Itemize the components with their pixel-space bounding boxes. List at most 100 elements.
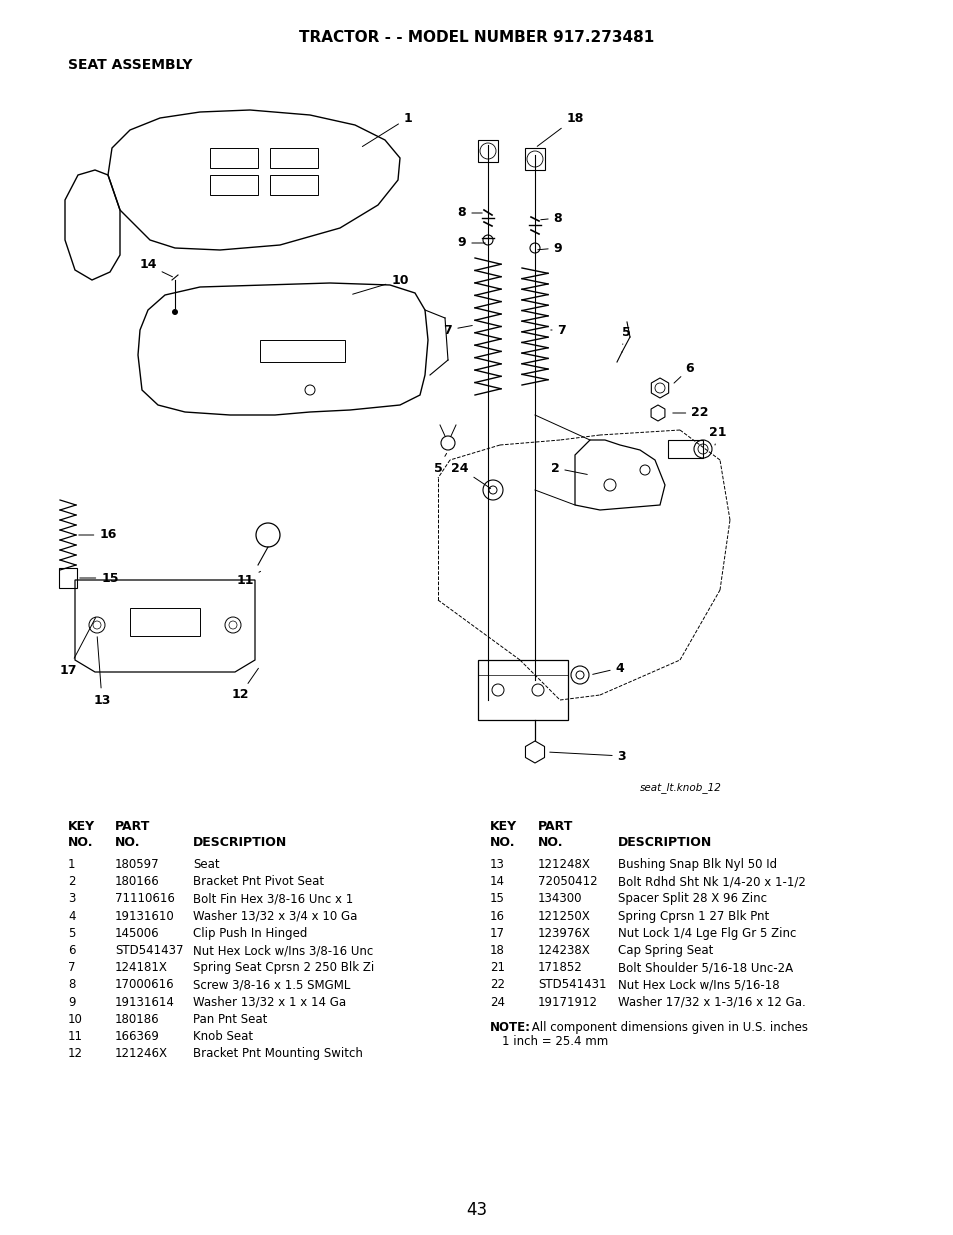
Text: DESCRIPTION: DESCRIPTION: [193, 836, 287, 848]
Text: 121248X: 121248X: [537, 858, 590, 871]
Text: 4: 4: [592, 662, 623, 674]
Text: 124238X: 124238X: [537, 944, 590, 957]
Text: Bushing Snap Blk Nyl 50 Id: Bushing Snap Blk Nyl 50 Id: [618, 858, 777, 871]
Text: NO.: NO.: [68, 836, 93, 848]
Text: 11: 11: [236, 572, 260, 587]
Text: Nut Hex Lock w/Ins 5/16-18: Nut Hex Lock w/Ins 5/16-18: [618, 978, 779, 992]
Text: 19131614: 19131614: [115, 995, 174, 1009]
Text: 19171912: 19171912: [537, 995, 598, 1009]
Text: Seat: Seat: [193, 858, 219, 871]
Text: 12: 12: [231, 668, 258, 701]
Text: Cap Spring Seat: Cap Spring Seat: [618, 944, 713, 957]
Text: Bolt Shoulder 5/16-18 Unc-2A: Bolt Shoulder 5/16-18 Unc-2A: [618, 961, 792, 974]
Circle shape: [172, 309, 178, 315]
Text: 1: 1: [68, 858, 75, 871]
Text: 72050412: 72050412: [537, 876, 597, 888]
Text: 123976X: 123976X: [537, 926, 590, 940]
Text: PART: PART: [537, 820, 573, 832]
Text: 180597: 180597: [115, 858, 159, 871]
Text: NO.: NO.: [115, 836, 140, 848]
Text: 12: 12: [68, 1047, 83, 1060]
Text: 14: 14: [139, 258, 172, 277]
Text: 180166: 180166: [115, 876, 159, 888]
Text: Washer 13/32 x 1 x 14 Ga: Washer 13/32 x 1 x 14 Ga: [193, 995, 346, 1009]
Text: 16: 16: [79, 529, 116, 541]
Text: NO.: NO.: [490, 836, 515, 848]
Text: KEY: KEY: [68, 820, 95, 832]
Text: 5: 5: [68, 926, 75, 940]
Text: 2: 2: [550, 462, 587, 474]
Text: 71110616: 71110616: [115, 893, 174, 905]
Text: 9: 9: [457, 236, 485, 249]
Text: 121250X: 121250X: [537, 910, 590, 923]
Text: NOTE:: NOTE:: [490, 1021, 531, 1034]
Text: 43: 43: [466, 1200, 487, 1219]
Text: Bolt Rdhd Sht Nk 1/4-20 x 1-1/2: Bolt Rdhd Sht Nk 1/4-20 x 1-1/2: [618, 876, 805, 888]
Text: 145006: 145006: [115, 926, 159, 940]
Text: 8: 8: [68, 978, 75, 992]
Text: 9: 9: [68, 995, 75, 1009]
Text: Washer 13/32 x 3/4 x 10 Ga: Washer 13/32 x 3/4 x 10 Ga: [193, 910, 357, 923]
Text: 121246X: 121246X: [115, 1047, 168, 1060]
Text: NO.: NO.: [537, 836, 563, 848]
Text: 166369: 166369: [115, 1030, 160, 1044]
Text: 7: 7: [550, 324, 566, 336]
Text: 9: 9: [537, 242, 561, 254]
Text: 21: 21: [708, 426, 726, 445]
Text: 17: 17: [59, 618, 95, 677]
Text: Pan Pnt Seat: Pan Pnt Seat: [193, 1013, 267, 1026]
Text: Washer 17/32 x 1-3/16 x 12 Ga.: Washer 17/32 x 1-3/16 x 12 Ga.: [618, 995, 805, 1009]
Text: 134300: 134300: [537, 893, 582, 905]
Text: 1 inch = 25.4 mm: 1 inch = 25.4 mm: [501, 1035, 608, 1047]
Text: 15: 15: [490, 893, 504, 905]
Text: KEY: KEY: [490, 820, 517, 832]
Text: Knob Seat: Knob Seat: [193, 1030, 253, 1044]
Text: 22: 22: [490, 978, 504, 992]
Text: 21: 21: [490, 961, 504, 974]
Text: 10: 10: [353, 273, 408, 294]
Text: Bolt Fin Hex 3/8-16 Unc x 1: Bolt Fin Hex 3/8-16 Unc x 1: [193, 893, 353, 905]
Text: 13: 13: [490, 858, 504, 871]
Text: 124181X: 124181X: [115, 961, 168, 974]
Text: 6: 6: [68, 944, 75, 957]
Text: TRACTOR - - MODEL NUMBER 917.273481: TRACTOR - - MODEL NUMBER 917.273481: [299, 31, 654, 46]
Text: STD541431: STD541431: [537, 978, 606, 992]
Text: 14: 14: [490, 876, 504, 888]
Text: Nut Hex Lock w/Ins 3/8-16 Unc: Nut Hex Lock w/Ins 3/8-16 Unc: [193, 944, 373, 957]
Text: 11: 11: [68, 1030, 83, 1044]
Text: Spacer Split 28 X 96 Zinc: Spacer Split 28 X 96 Zinc: [618, 893, 766, 905]
Text: DESCRIPTION: DESCRIPTION: [618, 836, 712, 848]
Text: 3: 3: [68, 893, 75, 905]
Text: 1: 1: [362, 111, 412, 147]
Text: 15: 15: [80, 572, 118, 584]
Text: 6: 6: [674, 362, 694, 383]
Text: Clip Push In Hinged: Clip Push In Hinged: [193, 926, 307, 940]
Text: 24: 24: [490, 995, 504, 1009]
Text: 8: 8: [540, 211, 561, 225]
Text: Bracket Pnt Mounting Switch: Bracket Pnt Mounting Switch: [193, 1047, 362, 1060]
Text: 16: 16: [490, 910, 504, 923]
Text: 19131610: 19131610: [115, 910, 174, 923]
Text: SEAT ASSEMBLY: SEAT ASSEMBLY: [68, 58, 193, 72]
Text: 7: 7: [443, 324, 472, 336]
Text: 17: 17: [490, 926, 504, 940]
Text: 5: 5: [621, 326, 630, 345]
Text: Spring Seat Cprsn 2 250 Blk Zi: Spring Seat Cprsn 2 250 Blk Zi: [193, 961, 374, 974]
Text: 10: 10: [68, 1013, 83, 1026]
Text: 5: 5: [434, 453, 446, 474]
Text: 3: 3: [549, 750, 626, 762]
Text: 180186: 180186: [115, 1013, 159, 1026]
Text: 22: 22: [672, 406, 708, 420]
Text: 18: 18: [537, 111, 583, 146]
Text: 8: 8: [457, 206, 481, 220]
Text: 7: 7: [68, 961, 75, 974]
Text: 4: 4: [68, 910, 75, 923]
Text: 2: 2: [68, 876, 75, 888]
Text: seat_lt.knob_12: seat_lt.knob_12: [639, 783, 721, 793]
Text: All component dimensions given in U.S. inches: All component dimensions given in U.S. i…: [527, 1021, 807, 1034]
Text: 18: 18: [490, 944, 504, 957]
Text: Bracket Pnt Pivot Seat: Bracket Pnt Pivot Seat: [193, 876, 324, 888]
Text: 171852: 171852: [537, 961, 582, 974]
Text: STD541437: STD541437: [115, 944, 183, 957]
Text: PART: PART: [115, 820, 151, 832]
